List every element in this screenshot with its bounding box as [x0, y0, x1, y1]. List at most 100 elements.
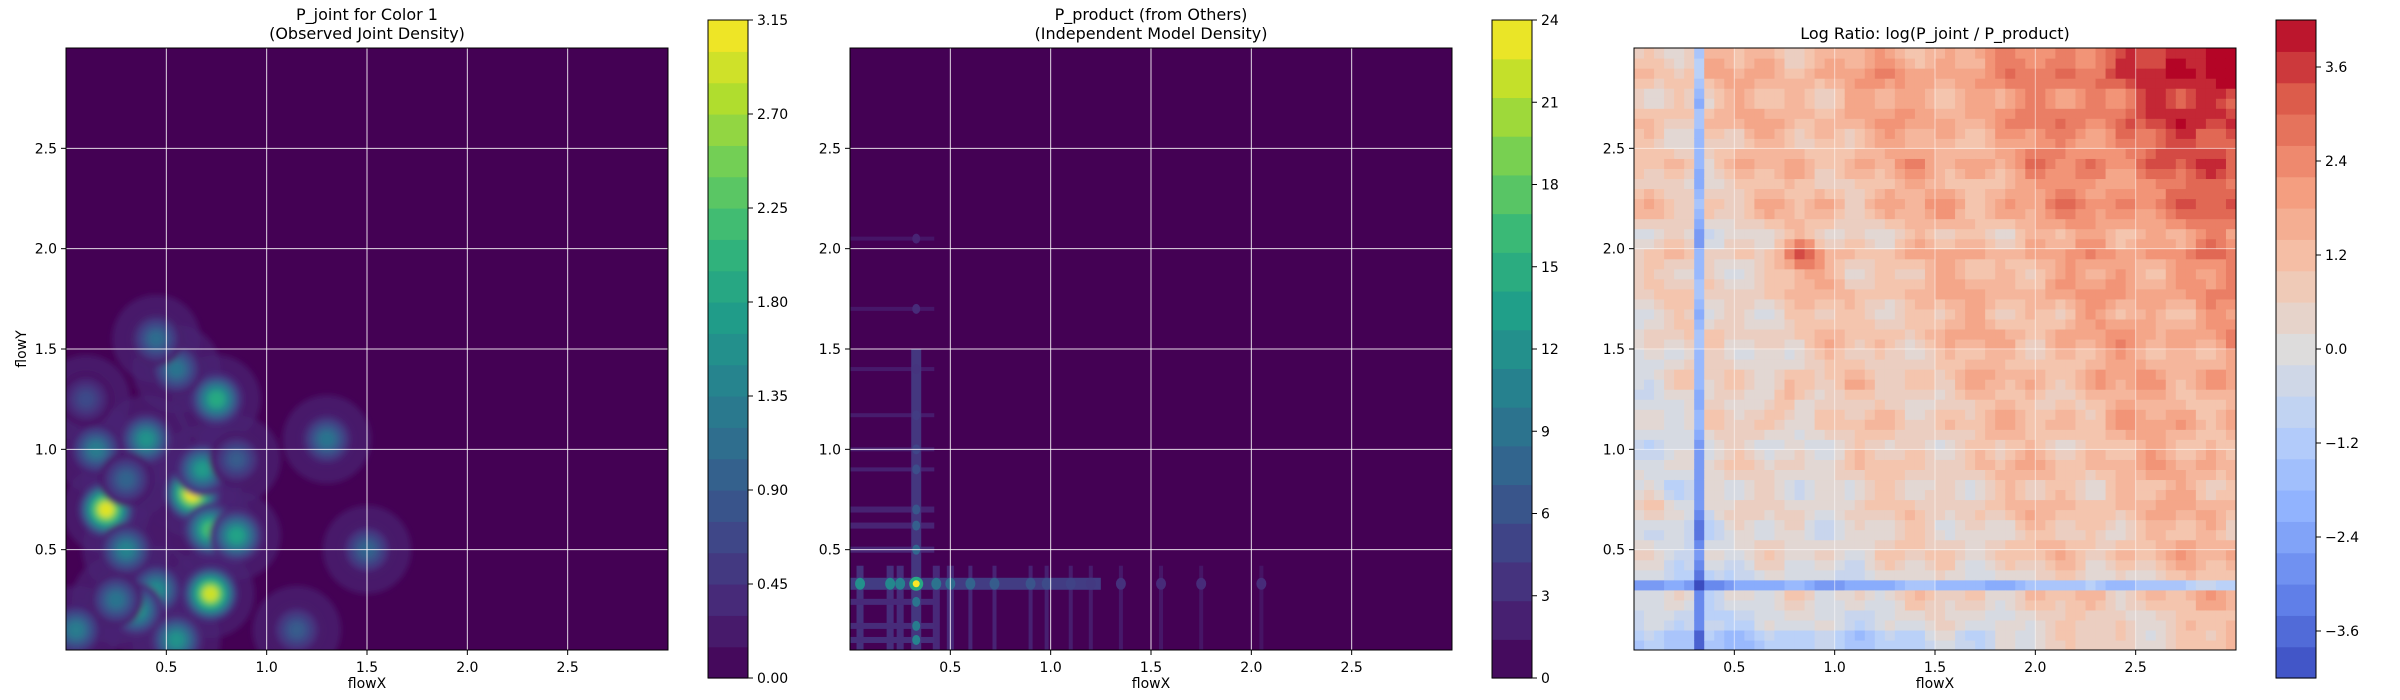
ratio-cell — [1985, 639, 1996, 650]
ratio-cell — [2155, 68, 2167, 79]
ratio-cell — [2005, 308, 2016, 320]
ratio-cell — [2145, 539, 2157, 551]
ratio-cell — [2145, 208, 2157, 220]
ratio-cell — [2095, 278, 2107, 290]
ratio-cell — [1935, 619, 1946, 631]
ratio-cell — [1784, 419, 1796, 430]
ratio-cell — [1724, 288, 1735, 300]
ratio-cell — [1935, 519, 1946, 531]
ratio-cell — [1744, 108, 1755, 119]
ratio-cell — [1764, 609, 1776, 621]
ratio-cell — [2195, 218, 2207, 230]
ratio-cell — [1754, 489, 1766, 501]
ratio-cell — [2015, 238, 2026, 250]
ratio-cell — [1904, 359, 1916, 370]
ratio-cell — [1734, 579, 1745, 591]
ratio-cell — [1975, 258, 1986, 270]
ratio-cell — [1854, 248, 1866, 260]
ratio-cell — [1754, 509, 1766, 521]
ratio-cell — [1965, 298, 1976, 310]
ratio-cell — [2125, 389, 2137, 400]
ratio-cell — [1874, 459, 1886, 470]
ratio-cell — [2205, 439, 2217, 450]
ratio-cell — [2045, 188, 2056, 200]
ratio-cell — [2065, 268, 2077, 280]
ratio-cell — [1694, 389, 1705, 400]
ratio-cell — [2145, 559, 2157, 571]
ratio-cell — [2035, 369, 2046, 380]
ratio-cell — [1754, 619, 1766, 631]
ratio-cell — [1874, 609, 1886, 621]
ratio-cell — [1674, 549, 1685, 561]
ratio-cell — [2215, 318, 2227, 330]
ratio-cell — [2155, 168, 2167, 180]
ratio-cell — [1734, 609, 1745, 621]
ratio-cell — [1854, 479, 1866, 491]
ratio-cell — [1935, 409, 1946, 420]
ratio-cell — [2095, 489, 2107, 501]
ratio-cell — [1965, 248, 1976, 260]
ratio-cell — [2135, 399, 2147, 410]
ratio-cell — [2165, 168, 2177, 180]
ratio-cell — [1874, 208, 1886, 220]
ratio-cell — [2125, 218, 2137, 230]
ratio-cell — [1854, 178, 1866, 190]
ratio-cell — [2095, 569, 2107, 581]
ratio-cell — [2095, 138, 2107, 149]
ratio-cell — [1914, 399, 1926, 410]
ratio-cell — [2025, 519, 2036, 531]
ratio-cell — [1764, 258, 1776, 270]
ratio-cell — [1924, 489, 1936, 501]
ratio-cell — [1884, 459, 1896, 470]
ratio-cell — [1654, 338, 1665, 350]
ratio-cell — [2095, 419, 2107, 430]
ratio-cell — [2205, 589, 2217, 601]
ratio-cell — [1794, 238, 1806, 250]
ratio-cell — [2155, 138, 2167, 149]
ratio-cell — [1734, 419, 1745, 430]
ratio-cell — [2145, 529, 2157, 541]
ratio-cell — [2125, 409, 2137, 420]
ratio-cell — [2055, 158, 2067, 169]
ratio-cell — [2025, 429, 2036, 440]
ratio-cell — [2205, 258, 2217, 270]
ratio-cell — [1975, 489, 1986, 501]
ratio-cell — [1774, 539, 1786, 551]
ratio-cell — [2125, 529, 2137, 541]
ratio-cell — [2055, 429, 2067, 440]
ratio-cell — [2155, 549, 2167, 561]
ratio-cell — [2215, 188, 2227, 200]
x-tick-label: 2.0 — [456, 660, 478, 676]
ratio-cell — [1884, 479, 1896, 491]
ratio-cell — [1634, 449, 1645, 460]
ratio-cell — [1844, 499, 1856, 511]
ratio-cell — [2105, 198, 2117, 210]
ratio-cell — [2225, 298, 2236, 310]
ratio-cell — [1674, 278, 1685, 290]
ratio-cell — [1864, 389, 1876, 400]
ratio-cell — [2145, 459, 2157, 470]
ratio-cell — [2045, 569, 2056, 581]
ratio-cell — [1904, 288, 1916, 300]
ratio-cell — [1654, 218, 1665, 230]
ratio-cell — [2125, 629, 2137, 641]
ratio-cell — [2005, 138, 2016, 149]
ratio-cell — [1714, 609, 1725, 621]
colorbar-tick-label: 1.80 — [757, 295, 788, 311]
ratio-cell — [2095, 349, 2107, 360]
ratio-cell — [2105, 589, 2117, 601]
ratio-cell — [2005, 298, 2016, 310]
density-peak — [138, 431, 155, 448]
ratio-cell — [1995, 399, 2006, 410]
ratio-cell — [2225, 459, 2236, 470]
ratio-cell — [1684, 228, 1695, 240]
ratio-cell — [1965, 369, 1976, 380]
ratio-cell — [1894, 359, 1906, 370]
ratio-cell — [1634, 158, 1645, 169]
ratio-cell — [1644, 148, 1655, 159]
ratio-cell — [1884, 98, 1896, 109]
ratio-cell — [2055, 98, 2067, 109]
ratio-cell — [1914, 248, 1926, 260]
ratio-cell — [2035, 559, 2046, 571]
ratio-cell — [2155, 158, 2167, 169]
